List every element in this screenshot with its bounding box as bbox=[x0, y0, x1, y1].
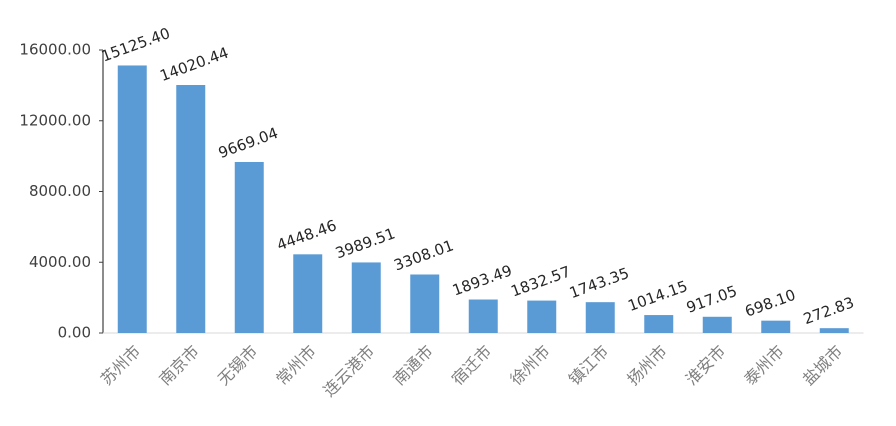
bar bbox=[468, 299, 498, 333]
value-label: 4448.46 bbox=[275, 216, 339, 254]
value-label: 1832.57 bbox=[509, 262, 573, 300]
x-tick-label: 扬州市 bbox=[623, 342, 670, 389]
bar bbox=[351, 262, 381, 333]
y-tick-label: 8000.00 bbox=[29, 182, 91, 200]
x-tick-label: 徐州市 bbox=[506, 342, 553, 389]
value-label: 1893.49 bbox=[450, 261, 514, 299]
value-label: 14020.44 bbox=[158, 44, 231, 85]
x-tick-label: 淮安市 bbox=[682, 342, 729, 389]
x-tick-label: 连云港市 bbox=[320, 342, 379, 401]
value-label: 272.83 bbox=[801, 293, 856, 328]
x-tick-label: 无锡市 bbox=[214, 342, 261, 389]
value-label: 3989.51 bbox=[333, 224, 397, 262]
bar bbox=[702, 316, 732, 333]
x-tick-label: 镇江市 bbox=[565, 342, 612, 389]
x-tick-label: 泰州市 bbox=[740, 342, 787, 389]
value-label: 3308.01 bbox=[392, 236, 456, 274]
y-tick-label: 4000.00 bbox=[29, 253, 91, 271]
bar bbox=[819, 328, 849, 333]
bar bbox=[293, 254, 323, 333]
y-tick-label: 0.00 bbox=[58, 324, 91, 342]
x-tick-label: 盐城市 bbox=[799, 342, 846, 389]
x-tick-label: 宿迁市 bbox=[448, 342, 495, 389]
bar bbox=[761, 320, 791, 333]
y-tick-label: 12000.00 bbox=[19, 111, 91, 129]
value-label: 15125.40 bbox=[99, 24, 172, 65]
bar bbox=[585, 302, 615, 333]
x-tick-label: 苏州市 bbox=[97, 342, 144, 389]
value-label: 1743.35 bbox=[567, 264, 631, 302]
value-label: 1014.15 bbox=[626, 277, 690, 315]
bar bbox=[527, 300, 557, 333]
bar bbox=[234, 161, 264, 333]
value-label: 917.05 bbox=[684, 282, 739, 317]
bar bbox=[410, 274, 440, 333]
bar bbox=[176, 85, 206, 334]
bar bbox=[644, 315, 674, 333]
value-label: 9669.04 bbox=[216, 124, 280, 162]
y-tick-label: 16000.00 bbox=[19, 41, 91, 59]
x-tick-label: 南通市 bbox=[389, 342, 436, 389]
x-tick-label: 南京市 bbox=[155, 342, 202, 389]
x-tick-label: 常州市 bbox=[272, 342, 319, 389]
value-label: 698.10 bbox=[743, 286, 798, 321]
bar bbox=[117, 65, 147, 334]
